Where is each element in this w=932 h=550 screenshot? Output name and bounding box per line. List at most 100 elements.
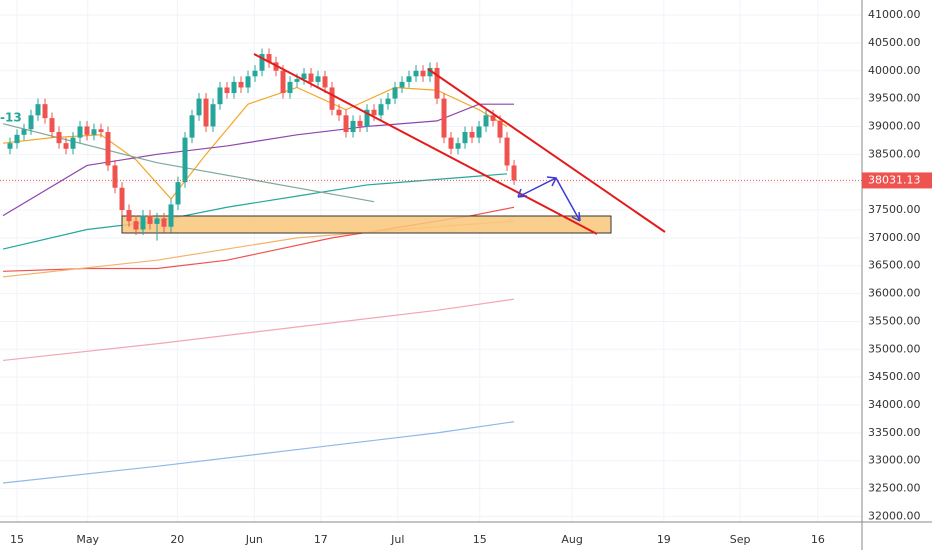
candle-body (140, 215, 146, 230)
y-tick-label: 39000.00 (868, 119, 921, 132)
candle-body (413, 70, 419, 77)
x-tick-label: 20 (170, 533, 184, 546)
x-tick-label: 15 (10, 533, 24, 546)
candle-body (455, 143, 461, 149)
candle-body (245, 76, 251, 88)
x-tick-label: Jun (245, 533, 263, 546)
candle-body (259, 54, 265, 71)
candle-body (231, 81, 237, 94)
x-tick-label: May (76, 533, 99, 546)
candle-body (196, 98, 202, 116)
y-tick-label: 40500.00 (868, 36, 921, 49)
candle-body (336, 109, 342, 116)
candle-body (490, 115, 496, 121)
candle-body (378, 104, 384, 116)
y-tick-label: 41000.00 (868, 8, 921, 21)
candle-body (294, 79, 300, 82)
candle-body (434, 67, 440, 99)
candle-body (112, 165, 118, 188)
y-tick-label: 32000.00 (868, 509, 921, 522)
candle-body (322, 76, 328, 88)
candle-body (63, 143, 69, 149)
y-tick-label: 35500.00 (868, 314, 921, 327)
candle-body (91, 129, 97, 135)
candle-body (469, 132, 475, 138)
trendline (253, 53, 598, 235)
candle-body (315, 76, 321, 82)
candle-body (252, 70, 258, 77)
candle-body (504, 137, 510, 166)
candle-body (287, 81, 293, 94)
candles (7, 48, 517, 241)
candle-body (42, 104, 48, 119)
candle-body (224, 87, 230, 94)
candle-body (238, 81, 244, 88)
candle-body (420, 70, 426, 77)
candle-body (308, 73, 314, 82)
last-price-box (862, 172, 932, 189)
y-tick-label: 38500.00 (868, 147, 921, 160)
candle-body (70, 137, 76, 149)
candle-body (14, 134, 20, 144)
last-price-label: 38031.13 (868, 173, 921, 186)
candle-body (462, 132, 468, 144)
candle-body (28, 115, 34, 130)
candle-body (119, 187, 125, 211)
x-tick-label: 16 (811, 533, 825, 546)
candle-body (189, 115, 195, 138)
candle-body (7, 143, 13, 149)
candle-body (385, 98, 391, 105)
candle-body (497, 120, 503, 138)
moving-average (2, 123, 375, 203)
candle-body (406, 76, 412, 82)
candle-body (350, 120, 356, 133)
x-tick-label: Aug (561, 533, 582, 546)
x-tick-label: 17 (314, 533, 328, 546)
candle-body (476, 126, 482, 138)
candle-body (133, 221, 139, 230)
candle-body (35, 104, 41, 116)
candle-body (49, 118, 55, 133)
candle-body (203, 98, 209, 127)
candle-body (301, 73, 307, 80)
candle-body (147, 215, 153, 224)
x-tick-label: Jul (390, 533, 404, 546)
axes: 32000.00 32500.00 33000.00 33500.00 34000.00… (0, 8, 932, 546)
candle-body (175, 182, 181, 205)
y-tick-label: 36500.00 (868, 259, 921, 272)
y-tick-label: 39500.00 (868, 92, 921, 105)
y-tick-label: 37000.00 (868, 231, 921, 244)
x-tick-label: Sep (730, 533, 751, 546)
candle-body (357, 120, 363, 127)
moving-average (2, 173, 508, 250)
candle-body (21, 129, 27, 135)
y-tick-label: 36000.00 (868, 287, 921, 300)
candle-body (483, 115, 489, 127)
x-tick-label: 19 (657, 533, 671, 546)
y-tick-label: 34000.00 (868, 398, 921, 411)
candle-body (329, 87, 335, 110)
candle-body (217, 87, 223, 105)
candle-body (441, 98, 447, 138)
candle-body (427, 67, 433, 77)
grid (0, 0, 862, 522)
y-tick-label: 40000.00 (868, 64, 921, 77)
candle-body (98, 129, 104, 133)
y-tick-label: 35000.00 (868, 342, 921, 355)
candle-body (371, 109, 377, 116)
candle-body (154, 218, 160, 224)
candle-body (392, 87, 398, 99)
moving-average (2, 298, 515, 362)
y-tick-label: 37500.00 (868, 203, 921, 216)
candle-body (364, 109, 370, 127)
support-zone (121, 215, 612, 234)
candle-body (210, 104, 216, 127)
candle-body (448, 137, 454, 149)
arrow-heads (517, 176, 581, 222)
candle-body (343, 115, 349, 133)
candle-body (126, 210, 132, 222)
y-tick-label: 33000.00 (868, 454, 921, 467)
